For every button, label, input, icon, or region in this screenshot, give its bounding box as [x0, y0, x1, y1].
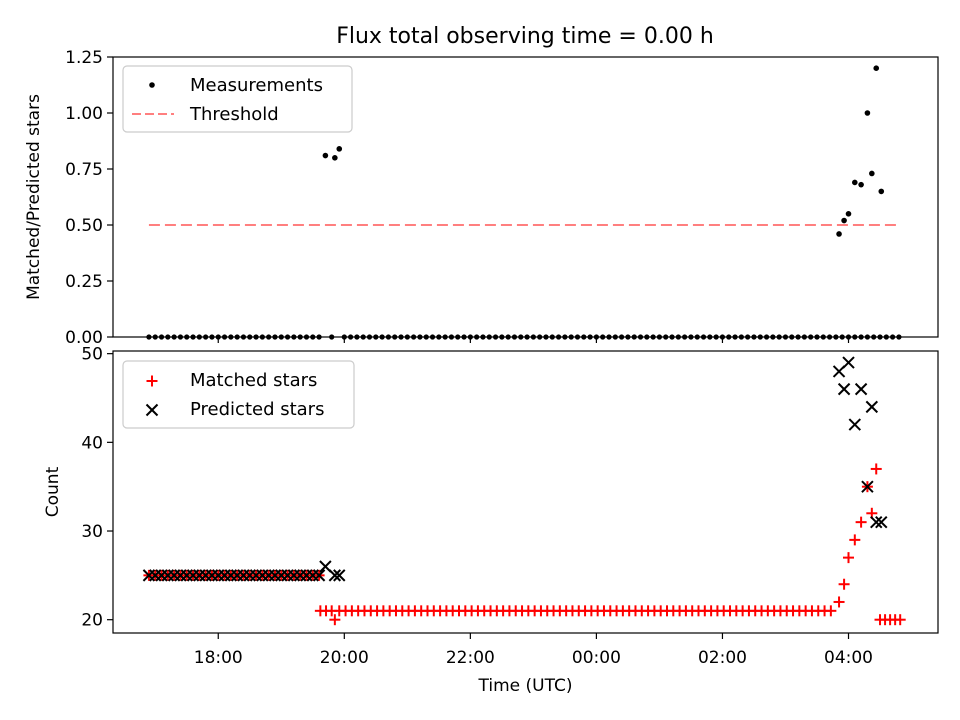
- predicted-star-point: [865, 400, 879, 414]
- predicted-star-point: [333, 569, 346, 582]
- top-axes-frame: [112, 56, 939, 338]
- measurement-point: [878, 188, 885, 195]
- y-tick-label: 0.75: [65, 160, 103, 180]
- x-tick-label: 02:00: [698, 648, 747, 668]
- x-axis-label: Time (UTC): [478, 676, 573, 696]
- bottom-legend: Matched stars Predicted stars: [122, 360, 355, 429]
- predicted-star-point: [870, 515, 883, 529]
- predicted-star-point: [875, 515, 888, 529]
- measurement-point: [845, 211, 852, 217]
- measurement-point: [332, 155, 338, 161]
- x-tick-label: 22:00: [446, 648, 495, 668]
- cross-b: [854, 382, 868, 396]
- legend-measurements-marker: [149, 82, 155, 88]
- y-tick-label: 1.00: [65, 104, 103, 124]
- measurement-point: [852, 179, 858, 186]
- bottom-axes-frame: [112, 350, 939, 634]
- y-tick-label: 20: [81, 611, 103, 631]
- y-axis-label: Count: [43, 466, 63, 517]
- matched-star-point: [825, 605, 837, 617]
- cross-b: [875, 515, 888, 529]
- measurement-point: [864, 110, 871, 116]
- cross-b: [861, 480, 874, 493]
- measurement-point: [322, 152, 329, 159]
- cross-b: [848, 418, 862, 431]
- cross-b: [312, 569, 326, 582]
- predicted-star-point: [837, 382, 851, 396]
- measurement-point: [841, 217, 847, 224]
- measurement-point: [836, 231, 842, 237]
- matched-star-point: [894, 614, 906, 626]
- matched-star-point: [855, 516, 867, 528]
- legend-matched-label: Matched stars: [190, 370, 317, 391]
- matched-star-point: [843, 552, 855, 564]
- cross-b: [870, 515, 883, 529]
- cross-b: [865, 400, 879, 414]
- cross-b: [842, 356, 855, 369]
- matched-star-point: [838, 578, 850, 590]
- predicted-star-point: [848, 418, 862, 431]
- legend-matched-marker: [146, 375, 158, 387]
- y-tick-label: 30: [81, 522, 103, 542]
- predicted-star-point: [312, 569, 326, 582]
- matched-star-point: [870, 463, 882, 475]
- legend-frame: [122, 65, 353, 133]
- top-legend: Measurements Threshold: [122, 65, 353, 133]
- measurement-point: [873, 65, 880, 71]
- legend-predicted-marker: [145, 403, 159, 417]
- bottom-axes: 20 30 40 50 18:00 20:00 22:00 00:00 02:00 04:00 Ti…: [43, 345, 939, 696]
- y-axis-label: Matched/Predicted stars: [24, 94, 44, 300]
- y-tick-label: 0.50: [65, 216, 103, 236]
- cross-b: [145, 403, 159, 417]
- chart-title: Flux total observing time = 0.00 h: [336, 24, 714, 49]
- x-tick-label: 00:00: [572, 648, 621, 668]
- cross-b: [319, 560, 332, 573]
- top-axes: 0.00 0.25 0.50 0.75 1.00 1.25 Matched/Predicte…: [24, 48, 939, 348]
- x-tick-label: 20:00: [320, 648, 369, 668]
- legend-frame: [122, 360, 355, 429]
- y-tick-label: 1.25: [65, 48, 103, 68]
- y-tick-label: 0.00: [65, 328, 103, 348]
- x-tick-label: 18:00: [194, 648, 243, 668]
- legend-predicted-label: Predicted stars: [190, 399, 324, 420]
- legend-threshold-label: Threshold: [189, 104, 279, 125]
- cross-b: [333, 569, 346, 582]
- legend-measurements-label: Measurements: [190, 75, 323, 96]
- predicted-star-point: [328, 569, 342, 582]
- y-tick-label: 0.25: [65, 272, 103, 292]
- cross-b: [837, 382, 851, 396]
- measurement-point: [869, 170, 875, 177]
- predicted-star-point: [861, 480, 874, 493]
- matched-star-point: [833, 596, 845, 608]
- y-tick-label: 40: [81, 433, 103, 453]
- predicted-star-point: [842, 356, 855, 369]
- measurement-point: [858, 181, 864, 188]
- measurement-point: [336, 146, 343, 152]
- matched-star-point: [849, 534, 861, 546]
- y-tick-label: 50: [81, 345, 103, 365]
- matched-star-point: [329, 614, 341, 626]
- cross-b: [328, 569, 342, 582]
- predicted-star-point: [854, 382, 868, 396]
- x-tick-label: 04:00: [824, 648, 873, 668]
